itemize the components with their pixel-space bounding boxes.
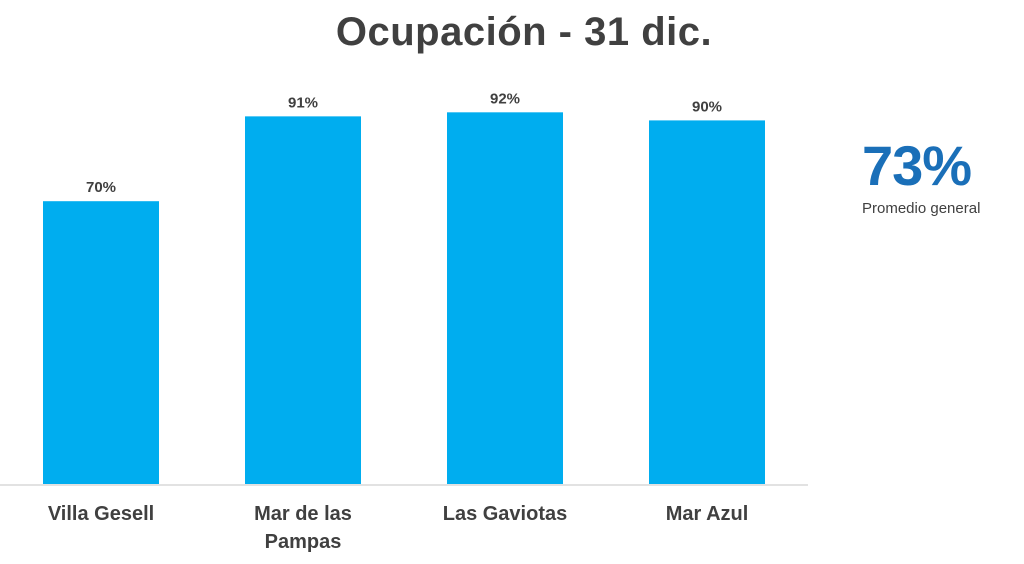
tick-labels-group: Villa Gesell Mar de las Pampas Las Gaviotas…	[48, 503, 748, 553]
data-label-3: 90%	[692, 98, 722, 115]
x-tick-label-3: Mar Azul	[666, 503, 749, 525]
bar-3	[649, 120, 765, 485]
x-tick-label-1: Mar de las Pampas	[254, 503, 352, 553]
x-tick-label-line: Mar de las	[254, 503, 352, 525]
x-tick-label-0: Villa Gesell	[48, 503, 154, 525]
kpi-value: 73%	[862, 134, 972, 197]
bars-group	[43, 112, 765, 485]
kpi-label: Promedio general	[862, 200, 981, 217]
x-tick-label-line: Las Gaviotas	[443, 503, 568, 525]
x-tick-label-2: Las Gaviotas	[443, 503, 568, 525]
x-tick-label-line: Pampas	[265, 531, 342, 553]
x-tick-label-line: Mar Azul	[666, 503, 749, 525]
data-labels-group: 70% 91% 92% 90%	[86, 90, 722, 196]
bar-2	[447, 112, 563, 484]
bar-1	[245, 116, 361, 485]
data-label-1: 91%	[288, 94, 318, 111]
data-label-0: 70%	[86, 179, 116, 196]
bar-0	[43, 201, 159, 484]
chart-title: Ocupación - 31 dic.	[335, 10, 713, 54]
x-tick-label-line: Villa Gesell	[48, 503, 154, 525]
kpi-block: 73% Promedio general	[862, 134, 980, 217]
data-label-2: 92%	[490, 90, 520, 107]
